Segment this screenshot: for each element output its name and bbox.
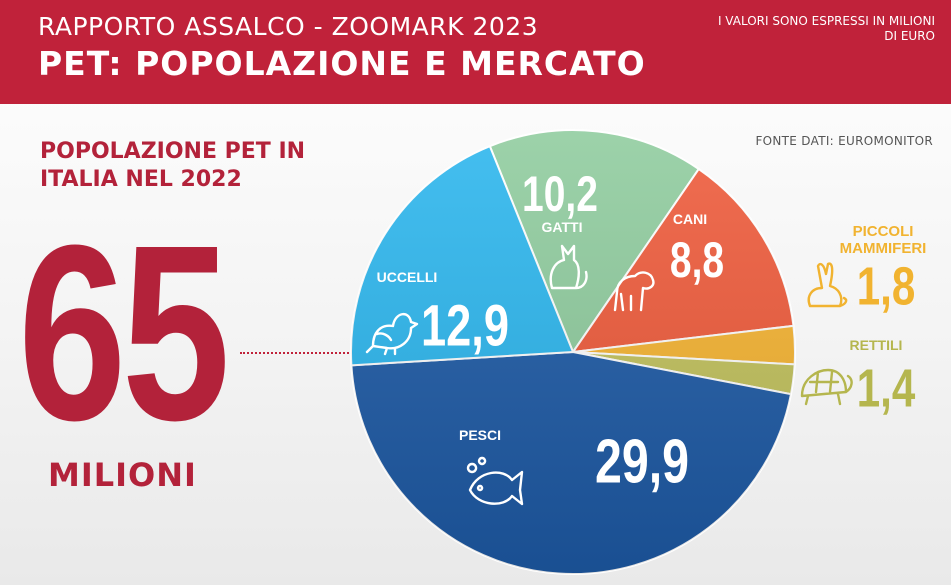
dog-icon — [613, 271, 655, 312]
category-label-cani: CANI — [673, 211, 707, 227]
category-label-piccoli-mammiferi-1: PICCOLI — [853, 223, 914, 240]
category-label-piccoli-mammiferi-2: MAMMIFERI — [840, 240, 927, 257]
bird-icon — [365, 313, 419, 356]
population-unit: MILIONI — [48, 456, 197, 494]
header-note: I VALORI SONO ESPRESSI IN MILIONI DI EUR… — [717, 14, 935, 43]
cat-icon — [549, 244, 588, 290]
value-label-cani: 8,8 — [670, 231, 724, 288]
value-label-gatti: 10,2 — [522, 165, 598, 222]
population-value: 65 — [18, 193, 230, 472]
value-label-rettili: 1,4 — [857, 358, 916, 418]
fish-icon — [466, 456, 524, 506]
header-subtitle: RAPPORTO ASSALCO - ZOOMARK 2023 — [38, 12, 539, 41]
category-label-uccelli: UCCELLI — [377, 269, 438, 285]
header-banner: RAPPORTO ASSALCO - ZOOMARK 2023 PET: POP… — [0, 0, 951, 104]
value-label-pesci: 29,9 — [595, 427, 689, 496]
pie-slice-pesci — [350, 350, 793, 576]
value-label-uccelli: 12,9 — [421, 294, 509, 359]
category-label-gatti: GATTI — [542, 219, 583, 235]
category-label-rettili: RETTILI — [850, 337, 903, 353]
data-source: FONTE DATI: EUROMONITOR — [755, 134, 933, 148]
header-title: PET: POPOLAZIONE E MERCATO — [38, 44, 646, 83]
connector-dotted-line — [240, 352, 352, 354]
rabbit-icon — [807, 262, 848, 308]
value-label-piccoli-mammiferi: 1,8 — [857, 256, 916, 316]
turtle-icon — [800, 368, 853, 406]
population-title: POPOLAZIONE PET IN ITALIA NEL 2022 — [40, 139, 306, 192]
category-label-pesci: PESCI — [459, 427, 501, 443]
pie-icons — [365, 244, 853, 506]
